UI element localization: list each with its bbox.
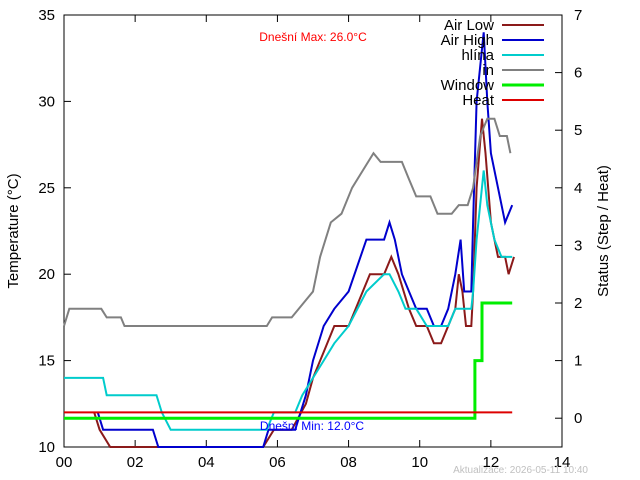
y2-tick-label: 5 bbox=[574, 122, 582, 139]
legend-label: Window bbox=[441, 77, 495, 94]
y2-axis-title: Status (Step / Heat) bbox=[595, 165, 612, 297]
x-tick-label: 04 bbox=[198, 454, 215, 471]
series-line-hl-na bbox=[64, 170, 513, 431]
plot-frame bbox=[63, 14, 563, 448]
legend-label: Air High bbox=[441, 32, 494, 49]
series-line-window bbox=[64, 301, 513, 420]
y-tick-label: 20 bbox=[38, 266, 55, 283]
x-tick-label: 12 bbox=[483, 454, 500, 471]
y2-tick-label: 4 bbox=[574, 180, 582, 197]
y-axis-title: Temperature (°C) bbox=[5, 173, 22, 288]
series-line-air-high bbox=[96, 32, 514, 448]
x-tick-label: 00 bbox=[56, 454, 73, 471]
axis-ticks bbox=[63, 14, 563, 448]
max-annotation: Dnešní Max: 26.0°C bbox=[259, 30, 367, 44]
x-tick-label: 14 bbox=[554, 454, 571, 471]
x-tick-label: 06 bbox=[269, 454, 286, 471]
x-tick-label: 02 bbox=[127, 454, 144, 471]
y2-tick-label: 2 bbox=[574, 295, 582, 312]
y2-tick-label: 7 bbox=[574, 7, 582, 24]
min-annotation: Dnešní Min: 12.0°C bbox=[260, 419, 365, 433]
series-line-in bbox=[63, 117, 512, 327]
y-tick-label: 30 bbox=[38, 93, 55, 110]
y-tick-label: 25 bbox=[38, 180, 55, 197]
y-tick-label: 15 bbox=[38, 353, 55, 370]
legend-label: in bbox=[482, 62, 494, 79]
legend-label: Heat bbox=[462, 92, 495, 109]
y2-tick-label: 0 bbox=[574, 410, 582, 427]
legend-label: hlína bbox=[461, 47, 494, 64]
x-tick-label: 08 bbox=[340, 454, 357, 471]
y2-tick-label: 1 bbox=[574, 353, 582, 370]
series-lines bbox=[63, 32, 515, 448]
y-tick-label: 10 bbox=[38, 439, 55, 456]
legend-label: Air Low bbox=[444, 17, 494, 34]
x-tick-label: 10 bbox=[411, 454, 428, 471]
y2-tick-label: 3 bbox=[574, 237, 582, 254]
y-tick-label: 35 bbox=[38, 7, 55, 24]
updated-timestamp: Aktualizace: 2026-05-11 10:40 bbox=[453, 465, 588, 476]
y2-tick-label: 6 bbox=[574, 65, 582, 82]
